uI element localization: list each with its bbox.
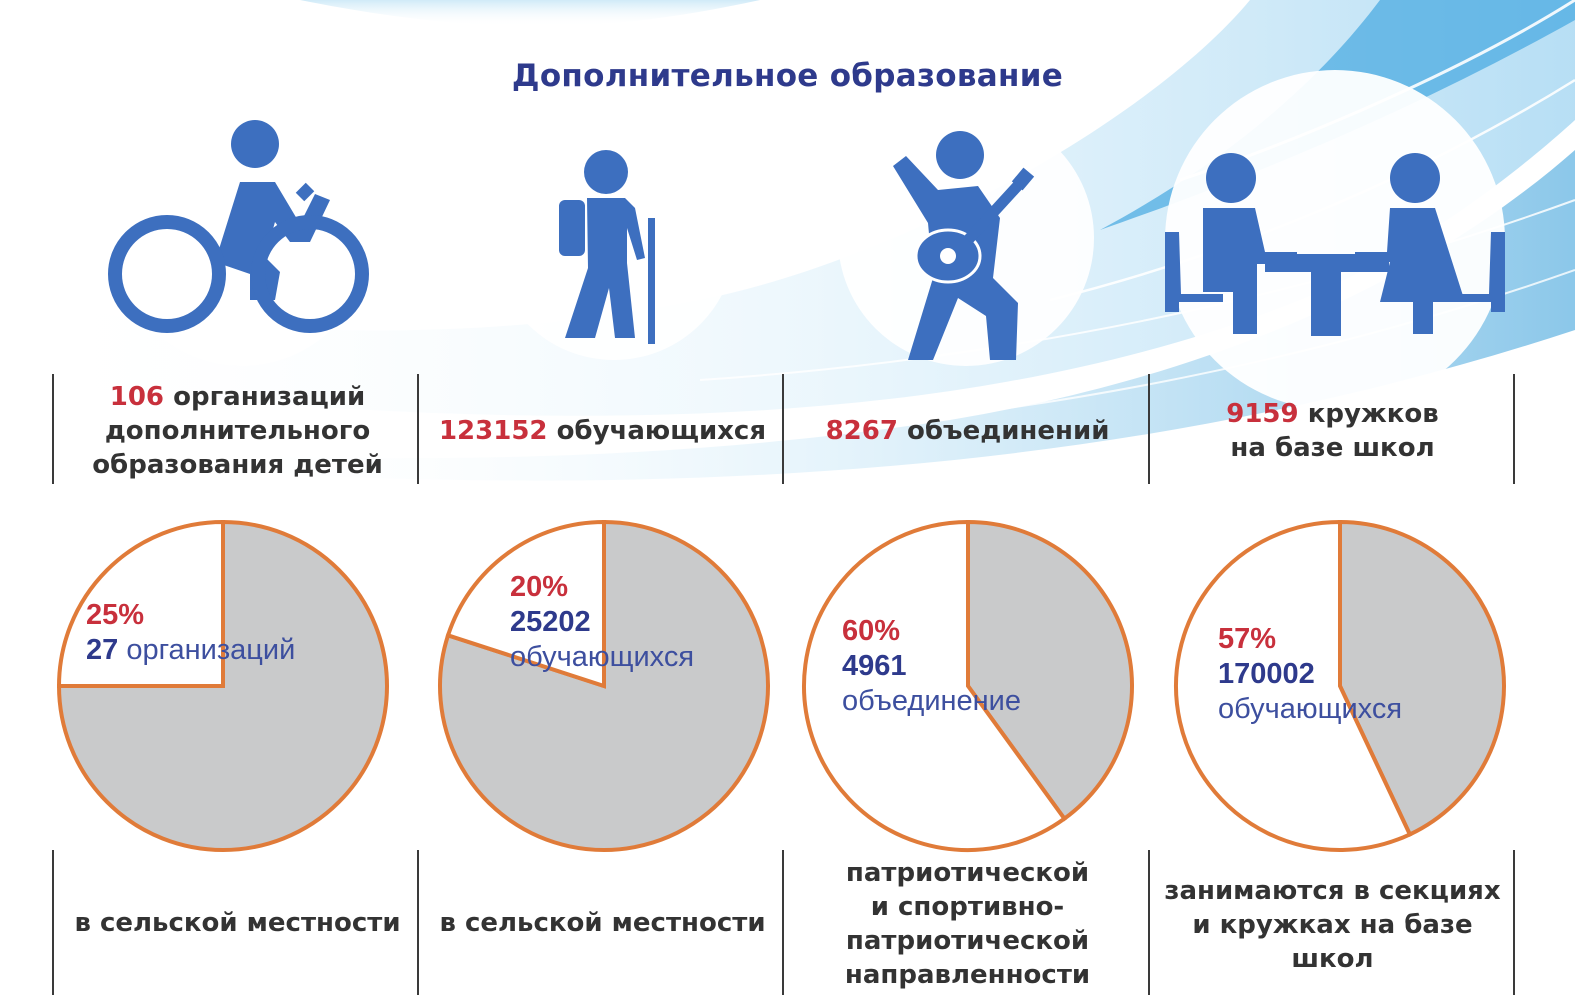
pie-caption: патриотической и спортивно-патриотическо… (844, 858, 1091, 990)
divider (1148, 850, 1150, 995)
divider (1148, 374, 1150, 484)
stat-text: объединений (907, 416, 1110, 446)
stat-students: 123152 обучающихся (425, 414, 780, 448)
pie-slice-main (1338, 519, 1506, 838)
pie-unit: объединение (842, 685, 1021, 717)
stat-text: обучающихся (556, 416, 767, 446)
pie-slice-main (438, 519, 770, 852)
pie-label: 57% 170002 обучающихся (1218, 622, 1402, 727)
divider (1513, 374, 1515, 484)
pie-slice-highlight (802, 519, 1068, 852)
pie-unit: организаций (126, 634, 296, 666)
hiker-icon (555, 148, 665, 348)
page-title: Дополнительное образование (511, 58, 1064, 94)
stat-school-clubs: 9159 кружков на базе школ (1205, 397, 1460, 465)
pie-chart-school-clubs (1172, 518, 1508, 858)
pie-slice-highlight (56, 519, 225, 688)
pie-unit: обучающихся (1218, 693, 1403, 725)
divider (417, 850, 419, 995)
pie-slice-highlight (445, 519, 606, 689)
pie-chart-rural-students (436, 518, 772, 858)
divider (782, 374, 784, 484)
pie-label: 25% 27 организаций (86, 598, 295, 668)
pie-chart-patriotic-associations (800, 518, 1136, 858)
pie-unit: обучающихся (510, 641, 695, 673)
stat-number: 9159 (1226, 399, 1299, 429)
pie-slice-main (966, 519, 1134, 822)
divider (417, 374, 419, 484)
stat-number: 106 (109, 382, 165, 412)
pie-caption: в сельской местности (439, 908, 766, 938)
pie-percent: 25% (86, 599, 145, 631)
stat-associations: 8267 объединений (790, 414, 1145, 448)
divider (782, 850, 784, 995)
pie-caption: занимаются в секциях и кружках на базе ш… (1164, 876, 1501, 974)
pie-slice-highlight (1174, 519, 1413, 852)
pie-label: 60% 4961 объединение (842, 614, 1021, 719)
pie-count: 4961 (842, 650, 907, 682)
cyclist-icon (105, 112, 375, 347)
pie-count: 25202 (510, 606, 591, 638)
stat-number: 8267 (825, 416, 898, 446)
people-at-table-icon (1165, 152, 1505, 337)
pie-percent: 57% (1218, 623, 1277, 655)
pie-count: 170002 (1218, 658, 1315, 690)
pie-percent: 60% (842, 615, 901, 647)
pie-chart-rural-organizations (55, 518, 391, 858)
pie-caption: в сельской местности (74, 908, 401, 938)
divider (52, 374, 54, 484)
guitarist-icon (888, 128, 1048, 363)
stat-organizations: 106 организаций дополнительного образова… (60, 380, 415, 482)
pie-label: 20% 25202 обучающихся (510, 570, 694, 675)
pie-slice-main (56, 519, 389, 852)
stat-text: кружков на базе школ (1230, 399, 1439, 463)
divider (52, 850, 54, 995)
pie-count: 27 (86, 634, 119, 666)
stat-text: организаций дополнительного образования … (92, 382, 383, 480)
pie-percent: 20% (510, 571, 569, 603)
stat-number: 123152 (438, 416, 548, 446)
divider (1513, 850, 1515, 995)
